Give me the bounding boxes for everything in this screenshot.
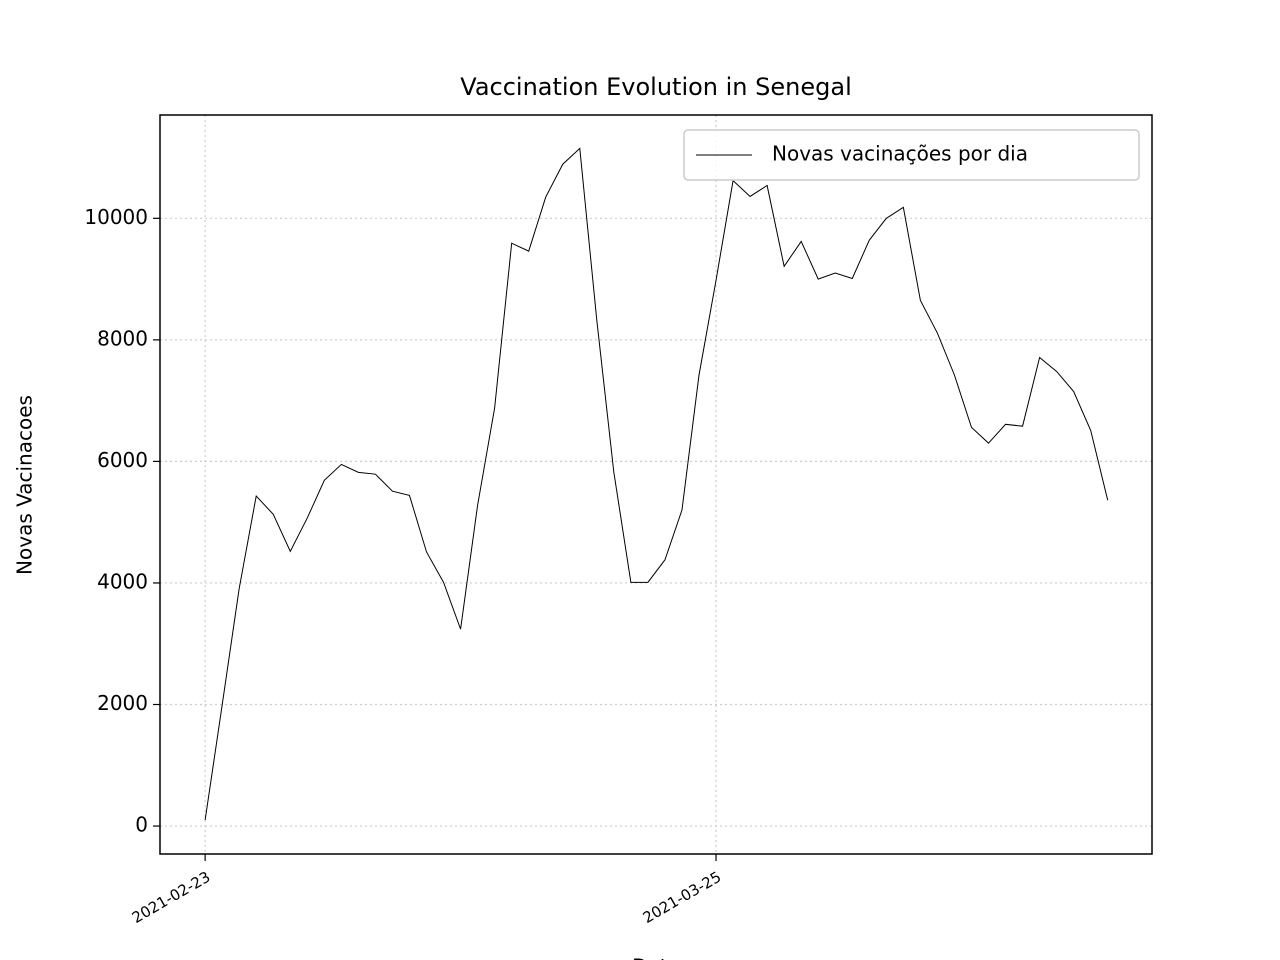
x-tick-label: 2021-03-25 <box>640 868 725 927</box>
x-axis-label: Data <box>632 955 680 960</box>
y-tick-label: 6000 <box>97 448 148 472</box>
y-tick-label: 2000 <box>97 691 148 715</box>
legend: Novas vacinações por dia <box>683 129 1140 181</box>
y-axis-label: Novas Vacinacoes <box>13 395 37 575</box>
plot-frame <box>159 114 1153 855</box>
y-tick-label: 10000 <box>84 205 148 229</box>
legend-label: Novas vacinações por dia <box>772 142 1028 166</box>
y-tick-label: 8000 <box>97 326 148 350</box>
x-tick-label: 2021-02-23 <box>129 868 214 927</box>
data-line <box>204 147 1109 821</box>
chart-title: Vaccination Evolution in Senegal <box>460 73 851 101</box>
legend-box <box>683 129 1140 181</box>
y-tick-label: 0 <box>135 813 148 837</box>
y-tick-label: 4000 <box>97 569 148 593</box>
